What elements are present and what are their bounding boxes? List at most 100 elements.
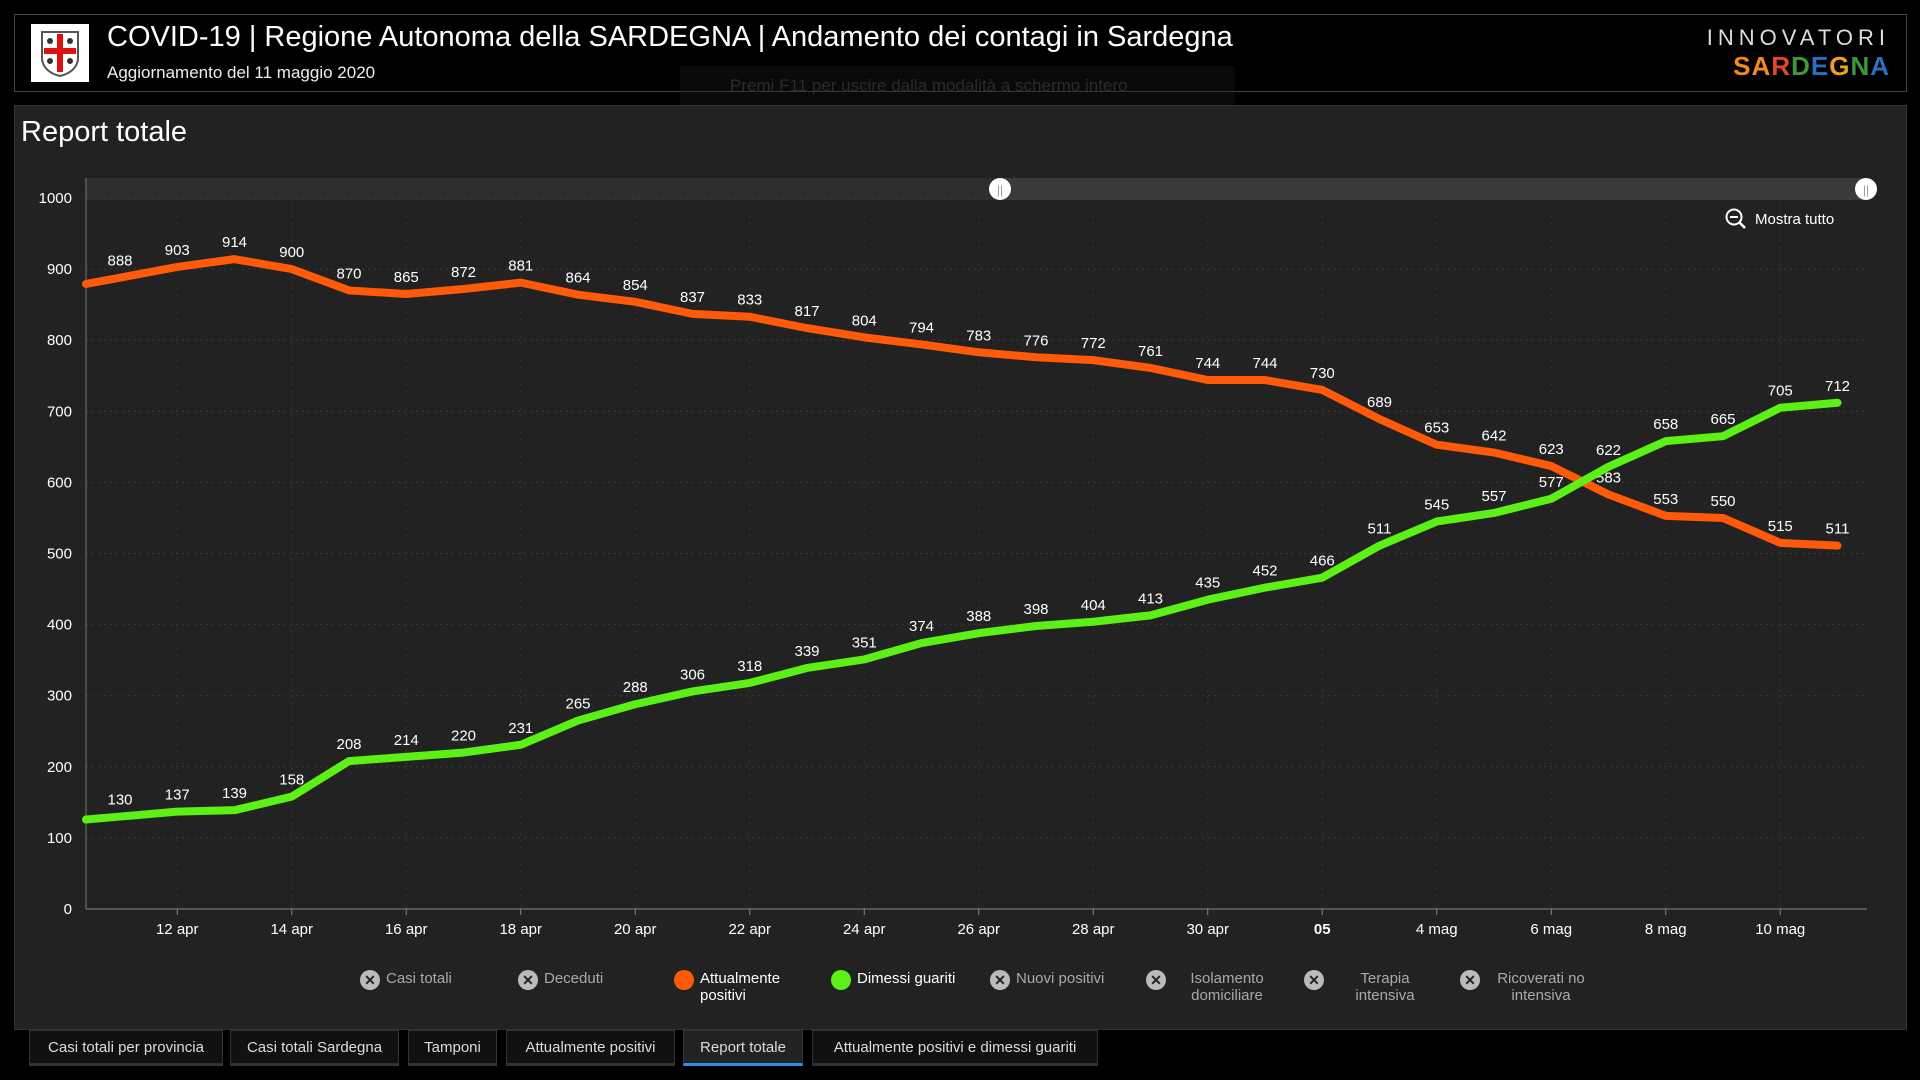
data-label: 772 [1081, 335, 1106, 352]
data-label: 817 [794, 303, 819, 320]
sardinia-coat-of-arms-logo [31, 24, 89, 82]
data-label: 705 [1768, 383, 1793, 400]
data-label: 577 [1539, 474, 1564, 491]
data-label: 306 [680, 666, 705, 683]
data-label: 744 [1195, 355, 1220, 372]
data-label: 288 [623, 679, 648, 696]
legend-item[interactable]: ✕ Deceduti [518, 970, 603, 990]
x-tick-label: 14 apr [270, 921, 313, 938]
range-slider-handle[interactable] [989, 178, 1011, 200]
x-tick-label: 05 [1314, 921, 1331, 938]
data-label: 665 [1710, 411, 1735, 428]
x-tick-label: 18 apr [499, 921, 542, 938]
y-tick-label: 1000 [39, 190, 72, 207]
x-tick-label: 8 mag [1645, 921, 1687, 938]
data-label: 872 [451, 264, 476, 281]
disabled-x-icon: ✕ [1304, 970, 1324, 990]
y-tick-label: 600 [47, 474, 72, 491]
range-slider-selection[interactable] [1000, 178, 1867, 200]
tab-casi-totali-per-provincia[interactable]: Casi totali per provincia [29, 1030, 223, 1066]
tab-casi-totali-sardegna[interactable]: Casi totali Sardegna [230, 1030, 399, 1066]
tab-tamponi[interactable]: Tamponi [408, 1030, 497, 1066]
tab-attualmente-positivi[interactable]: Attualmente positivi [506, 1030, 675, 1066]
x-tick-label: 10 mag [1755, 921, 1805, 938]
data-label: 214 [394, 732, 419, 749]
data-label: 220 [451, 728, 476, 745]
data-label: 511 [1368, 521, 1392, 538]
data-label: 761 [1138, 343, 1163, 360]
x-tick-label: 30 apr [1186, 921, 1229, 938]
data-label: 398 [1023, 601, 1048, 618]
legend-item[interactable]: ✕ Ricoverati no intensiva [1460, 970, 1596, 1004]
data-label: 318 [737, 658, 762, 675]
handle-grip-icon: || [997, 183, 1003, 197]
data-label: 804 [852, 312, 877, 329]
data-label: 622 [1596, 442, 1621, 459]
legend-item[interactable]: ✕ Terapia intensiva [1304, 970, 1440, 1004]
legend-item[interactable]: ✕ Casi totali [360, 970, 452, 990]
series-dot-icon [674, 970, 694, 990]
data-label: 623 [1539, 441, 1564, 458]
data-label: 137 [165, 787, 190, 804]
x-tick-label: 12 apr [156, 921, 199, 938]
data-label: 794 [909, 319, 934, 336]
legend-item[interactable]: ✕ Isolamento domiciliare [1146, 970, 1282, 1004]
disabled-x-icon: ✕ [518, 970, 538, 990]
x-tick-label: 24 apr [843, 921, 886, 938]
data-label: 854 [623, 277, 648, 294]
x-tick-label: 4 mag [1416, 921, 1458, 938]
x-tick-label: 26 apr [957, 921, 1000, 938]
data-label: 231 [508, 720, 533, 737]
data-label: 870 [336, 265, 361, 282]
legend-label: Ricoverati no intensiva [1497, 970, 1585, 1004]
legend-item[interactable]: Attualmente positivi [674, 970, 810, 1004]
y-tick-label: 800 [47, 332, 72, 349]
series-line-attualmente-positivi [82, 255, 1842, 550]
brand-top: INNOVATORI [1706, 25, 1890, 50]
header-bar: COVID-19 | Regione Autonoma della SARDEG… [14, 14, 1907, 92]
x-tick-label: 28 apr [1072, 921, 1115, 938]
y-tick-label: 500 [47, 546, 72, 563]
data-label: 914 [222, 234, 247, 251]
data-label: 404 [1081, 597, 1106, 614]
data-label: 374 [909, 618, 934, 635]
panel-title: Report totale [21, 116, 188, 148]
legend-label: Deceduti [544, 970, 604, 987]
tab-report-totale[interactable]: Report totale [683, 1030, 803, 1066]
data-label: 130 [107, 792, 132, 809]
data-label: 658 [1653, 416, 1678, 433]
legend-label: Terapia intensiva [1355, 970, 1415, 1004]
y-tick-label: 700 [47, 403, 72, 420]
y-tick-label: 900 [47, 261, 72, 278]
disabled-x-icon: ✕ [990, 970, 1010, 990]
data-label: 413 [1138, 590, 1163, 607]
y-tick-label: 400 [47, 617, 72, 634]
legend-label: Casi totali [386, 970, 452, 987]
data-label: 265 [565, 696, 590, 713]
report-panel: Report totale [14, 105, 1907, 1030]
tab-attualmente-positivi-e-dimessi-guariti[interactable]: Attualmente positivi e dimessi guariti [812, 1030, 1098, 1066]
legend-item[interactable]: Dimessi guariti [831, 970, 955, 990]
data-label: 689 [1367, 394, 1392, 411]
range-slider-handle[interactable] [1855, 178, 1877, 200]
legend-label: Attualmente positivi [700, 970, 781, 1004]
series-line-dimessi-guariti [82, 398, 1842, 824]
fullscreen-hint: Premi F11 per uscire dalla modalità a sc… [680, 66, 1235, 106]
brand-bottom: SARDEGNA [1733, 51, 1890, 81]
show-all-button[interactable]: Mostra tutto [1725, 208, 1834, 230]
data-label: 435 [1195, 575, 1220, 592]
x-tick-label: 20 apr [614, 921, 657, 938]
data-label: 903 [165, 242, 190, 259]
legend-item[interactable]: ✕ Nuovi positivi [990, 970, 1104, 990]
data-label: 388 [966, 608, 991, 625]
data-label: 653 [1424, 420, 1449, 437]
data-label: 339 [794, 643, 819, 660]
data-label: 557 [1481, 488, 1506, 505]
data-label: 783 [966, 327, 991, 344]
data-label: 466 [1310, 553, 1335, 570]
legend-label: Dimessi guariti [857, 970, 956, 987]
page-title: COVID-19 | Regione Autonoma della SARDEG… [107, 21, 1233, 53]
data-label: 158 [279, 772, 304, 789]
data-label: 833 [737, 292, 762, 309]
